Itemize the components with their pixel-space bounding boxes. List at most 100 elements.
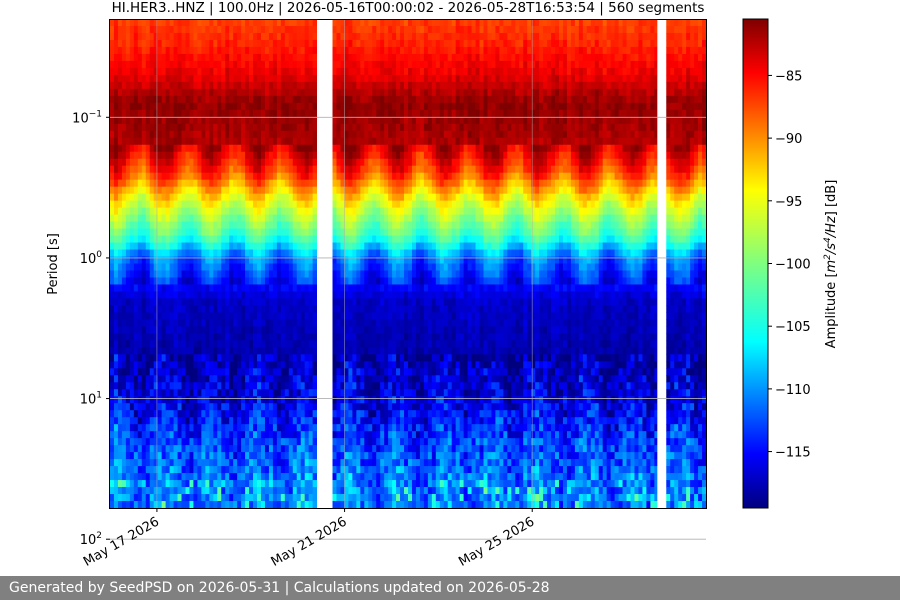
heatmap-cell (185, 207, 190, 215)
heatmap-cell (157, 494, 163, 502)
heatmap-cell (356, 263, 361, 271)
heatmap-cell (404, 144, 409, 153)
heatmap-cell (288, 186, 294, 195)
heatmap-cell (117, 305, 123, 313)
heatmap-cell (110, 81, 115, 90)
heatmap-cell (336, 459, 341, 467)
heatmap-cell (280, 487, 286, 495)
heatmap-cell (268, 109, 274, 118)
heatmap-cell (149, 277, 155, 285)
heatmap-cell (352, 354, 357, 362)
heatmap-cell (380, 473, 385, 481)
heatmap-cell (165, 284, 170, 292)
heatmap-cell (209, 326, 214, 334)
heatmap-cell (344, 95, 349, 104)
heatmap-cell (404, 60, 409, 69)
heatmap-cell (229, 312, 234, 320)
heatmap-cell (213, 403, 218, 411)
heatmap-cell (173, 67, 178, 76)
heatmap-cell (380, 235, 385, 243)
heatmap-cell (201, 487, 206, 495)
heatmap-cell (145, 256, 151, 264)
heatmap-cell (308, 123, 314, 132)
heatmap-cell (177, 277, 182, 285)
heatmap-cell (396, 452, 401, 460)
heatmap-cell (380, 368, 385, 376)
heatmap-cell (181, 375, 186, 383)
heatmap-cell (125, 53, 131, 62)
heatmap-cell (237, 312, 242, 320)
heatmap-cell (161, 284, 167, 292)
heatmap-cell (400, 193, 405, 202)
heatmap-cell (125, 214, 131, 222)
heatmap-cell (280, 193, 286, 202)
heatmap-cell (380, 389, 385, 397)
heatmap-cell (157, 46, 163, 55)
heatmap-cell (368, 263, 373, 271)
heatmap-cell (280, 368, 286, 376)
heatmap-cell (213, 354, 218, 362)
heatmap-cell (260, 186, 266, 195)
heatmap-cell (113, 207, 119, 215)
heatmap-cell (237, 221, 242, 229)
heatmap-cell (233, 32, 238, 41)
heatmap-cell (125, 466, 131, 474)
heatmap-cell (400, 368, 405, 376)
heatmap-cell (308, 179, 314, 188)
heatmap-cell (117, 123, 123, 132)
heatmap-cell (121, 235, 127, 243)
heatmap-cell (153, 151, 159, 160)
heatmap-cell (276, 473, 282, 481)
heatmap-cell (217, 403, 222, 411)
heatmap-cell (181, 466, 186, 474)
heatmap-cell (117, 410, 123, 418)
heatmap-cell (229, 67, 234, 76)
heatmap-cell (173, 382, 178, 390)
heatmap-cell (177, 221, 182, 229)
heatmap-cell (177, 284, 182, 292)
heatmap-cell (237, 130, 242, 139)
heatmap-cell (300, 193, 306, 202)
heatmap-cell (173, 277, 178, 285)
heatmap-cell (332, 291, 337, 299)
heatmap-cell (360, 116, 365, 125)
heatmap-cell (380, 424, 385, 432)
heatmap-cell (312, 109, 318, 118)
heatmap-cell (268, 130, 274, 139)
heatmap-cell (149, 459, 155, 467)
heatmap-cell (125, 270, 131, 278)
heatmap-cell (404, 284, 409, 292)
heatmap-cell (209, 186, 214, 195)
heatmap-cell (340, 88, 345, 97)
heatmap-cell (121, 39, 127, 48)
heatmap-cell (308, 312, 314, 320)
heatmap-cell (145, 319, 151, 327)
heatmap-cell (404, 151, 409, 160)
heatmap-cell (241, 249, 246, 257)
heatmap-cell (280, 438, 286, 446)
heatmap-cell (404, 277, 409, 285)
heatmap-cell (153, 424, 159, 432)
heatmap-cell (384, 256, 389, 264)
heatmap-cell (392, 235, 397, 243)
heatmap-cell (165, 67, 170, 76)
heatmap-cell (384, 116, 389, 125)
heatmap-cell (348, 431, 353, 439)
heatmap-cell (308, 88, 314, 97)
heatmap-cell (288, 158, 294, 167)
heatmap-cell (205, 305, 210, 313)
heatmap-cell (169, 130, 174, 139)
heatmap-cell (372, 389, 377, 397)
heatmap-cell (141, 424, 147, 432)
heatmap-cell (185, 165, 190, 174)
heatmap-cell (396, 102, 401, 111)
heatmap-cell (268, 403, 274, 411)
heatmap-cell (113, 53, 119, 62)
heatmap-cell (284, 25, 290, 34)
heatmap-cell (169, 158, 174, 167)
heatmap-cell (149, 53, 155, 62)
heatmap-cell (209, 200, 214, 209)
heatmap-cell (137, 277, 143, 285)
heatmap-cell (225, 67, 230, 76)
heatmap-cell (260, 81, 266, 90)
